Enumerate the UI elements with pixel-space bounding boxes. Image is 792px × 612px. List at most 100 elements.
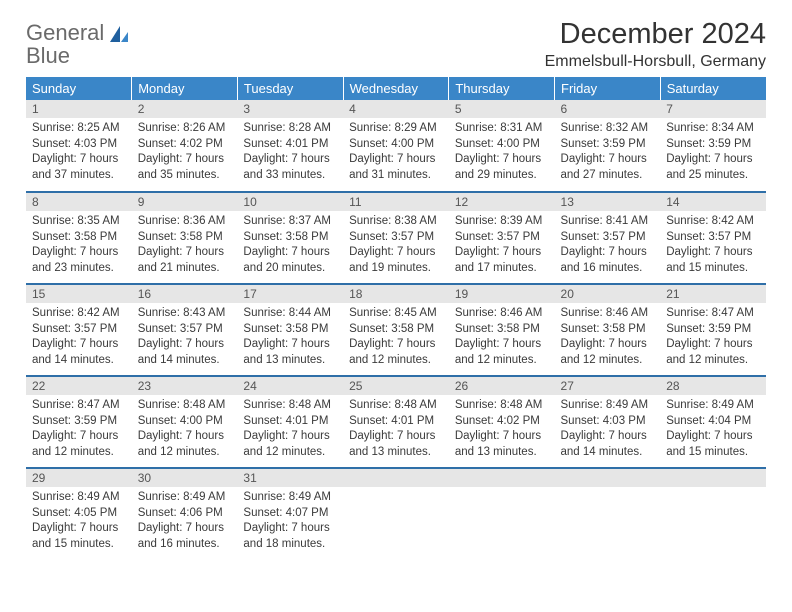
- weekday-header: Friday: [555, 77, 661, 100]
- day-number: 20: [555, 285, 661, 303]
- calendar-day-cell: 20Sunrise: 8:46 AMSunset: 3:58 PMDayligh…: [555, 284, 661, 376]
- sunset-line: Sunset: 4:04 PM: [666, 414, 760, 430]
- sunrise-line: Sunrise: 8:35 AM: [32, 214, 126, 230]
- weekday-header: Sunday: [26, 77, 132, 100]
- daylight-line: Daylight: 7 hours and 13 minutes.: [243, 337, 337, 368]
- sunrise-line: Sunrise: 8:49 AM: [666, 398, 760, 414]
- day-data: Sunrise: 8:39 AMSunset: 3:57 PMDaylight:…: [449, 211, 555, 280]
- day-number: 14: [660, 193, 766, 211]
- calendar-week-row: 22Sunrise: 8:47 AMSunset: 3:59 PMDayligh…: [26, 376, 766, 468]
- sunset-line: Sunset: 4:07 PM: [243, 506, 337, 522]
- sunset-line: Sunset: 3:57 PM: [138, 322, 232, 338]
- sunset-line: Sunset: 4:00 PM: [349, 137, 443, 153]
- logo-sail-icon: [108, 24, 130, 51]
- sunrise-line: Sunrise: 8:48 AM: [455, 398, 549, 414]
- sunset-line: Sunset: 3:58 PM: [243, 322, 337, 338]
- title-block: December 2024 Emmelsbull-Horsbull, Germa…: [545, 18, 766, 71]
- daylight-line: Daylight: 7 hours and 12 minutes.: [561, 337, 655, 368]
- calendar-day-cell: 2Sunrise: 8:26 AMSunset: 4:02 PMDaylight…: [132, 100, 238, 192]
- logo: General Blue: [26, 18, 130, 68]
- day-data: Sunrise: 8:41 AMSunset: 3:57 PMDaylight:…: [555, 211, 661, 280]
- daylight-line: Daylight: 7 hours and 12 minutes.: [349, 337, 443, 368]
- sunset-line: Sunset: 3:59 PM: [32, 414, 126, 430]
- sunrise-line: Sunrise: 8:37 AM: [243, 214, 337, 230]
- calendar-day-cell: 23Sunrise: 8:48 AMSunset: 4:00 PMDayligh…: [132, 376, 238, 468]
- day-data: Sunrise: 8:48 AMSunset: 4:01 PMDaylight:…: [343, 395, 449, 464]
- day-data: Sunrise: 8:47 AMSunset: 3:59 PMDaylight:…: [26, 395, 132, 464]
- day-data: Sunrise: 8:25 AMSunset: 4:03 PMDaylight:…: [26, 118, 132, 187]
- sunset-line: Sunset: 3:57 PM: [32, 322, 126, 338]
- calendar-day-cell: [343, 468, 449, 560]
- daylight-line: Daylight: 7 hours and 37 minutes.: [32, 152, 126, 183]
- sunset-line: Sunset: 4:00 PM: [455, 137, 549, 153]
- day-data: Sunrise: 8:48 AMSunset: 4:02 PMDaylight:…: [449, 395, 555, 464]
- logo-word1: General: [26, 20, 104, 45]
- calendar-day-cell: 21Sunrise: 8:47 AMSunset: 3:59 PMDayligh…: [660, 284, 766, 376]
- day-number: 22: [26, 377, 132, 395]
- day-number: 5: [449, 100, 555, 118]
- day-data: Sunrise: 8:34 AMSunset: 3:59 PMDaylight:…: [660, 118, 766, 187]
- logo-text: General Blue: [26, 22, 104, 68]
- weekday-header: Tuesday: [237, 77, 343, 100]
- day-number: 21: [660, 285, 766, 303]
- sunset-line: Sunset: 4:01 PM: [349, 414, 443, 430]
- day-data: Sunrise: 8:37 AMSunset: 3:58 PMDaylight:…: [237, 211, 343, 280]
- sunset-line: Sunset: 4:06 PM: [138, 506, 232, 522]
- sunset-line: Sunset: 4:00 PM: [138, 414, 232, 430]
- daylight-line: Daylight: 7 hours and 12 minutes.: [243, 429, 337, 460]
- day-number: 17: [237, 285, 343, 303]
- daylight-line: Daylight: 7 hours and 18 minutes.: [243, 521, 337, 552]
- calendar-day-cell: 8Sunrise: 8:35 AMSunset: 3:58 PMDaylight…: [26, 192, 132, 284]
- sunset-line: Sunset: 3:58 PM: [349, 322, 443, 338]
- calendar-day-cell: 5Sunrise: 8:31 AMSunset: 4:00 PMDaylight…: [449, 100, 555, 192]
- day-number: [660, 469, 766, 487]
- sunrise-line: Sunrise: 8:31 AM: [455, 121, 549, 137]
- calendar-day-cell: [555, 468, 661, 560]
- day-data: Sunrise: 8:49 AMSunset: 4:07 PMDaylight:…: [237, 487, 343, 556]
- daylight-line: Daylight: 7 hours and 20 minutes.: [243, 245, 337, 276]
- sunset-line: Sunset: 3:58 PM: [455, 322, 549, 338]
- calendar-day-cell: 17Sunrise: 8:44 AMSunset: 3:58 PMDayligh…: [237, 284, 343, 376]
- sunrise-line: Sunrise: 8:38 AM: [349, 214, 443, 230]
- sunrise-line: Sunrise: 8:48 AM: [243, 398, 337, 414]
- day-number: 3: [237, 100, 343, 118]
- daylight-line: Daylight: 7 hours and 14 minutes.: [32, 337, 126, 368]
- daylight-line: Daylight: 7 hours and 33 minutes.: [243, 152, 337, 183]
- day-data: Sunrise: 8:46 AMSunset: 3:58 PMDaylight:…: [449, 303, 555, 372]
- sunset-line: Sunset: 3:59 PM: [561, 137, 655, 153]
- calendar-day-cell: 4Sunrise: 8:29 AMSunset: 4:00 PMDaylight…: [343, 100, 449, 192]
- sunrise-line: Sunrise: 8:45 AM: [349, 306, 443, 322]
- sunrise-line: Sunrise: 8:46 AM: [455, 306, 549, 322]
- header: General Blue December 2024 Emmelsbull-Ho…: [26, 18, 766, 71]
- day-data: Sunrise: 8:35 AMSunset: 3:58 PMDaylight:…: [26, 211, 132, 280]
- sunrise-line: Sunrise: 8:26 AM: [138, 121, 232, 137]
- daylight-line: Daylight: 7 hours and 12 minutes.: [666, 337, 760, 368]
- calendar-day-cell: 14Sunrise: 8:42 AMSunset: 3:57 PMDayligh…: [660, 192, 766, 284]
- day-number: 10: [237, 193, 343, 211]
- sunrise-line: Sunrise: 8:42 AM: [666, 214, 760, 230]
- day-data: Sunrise: 8:42 AMSunset: 3:57 PMDaylight:…: [660, 211, 766, 280]
- daylight-line: Daylight: 7 hours and 21 minutes.: [138, 245, 232, 276]
- daylight-line: Daylight: 7 hours and 14 minutes.: [138, 337, 232, 368]
- sunset-line: Sunset: 4:03 PM: [561, 414, 655, 430]
- calendar-week-row: 15Sunrise: 8:42 AMSunset: 3:57 PMDayligh…: [26, 284, 766, 376]
- sunset-line: Sunset: 3:59 PM: [666, 137, 760, 153]
- month-title: December 2024: [545, 18, 766, 51]
- sunset-line: Sunset: 3:59 PM: [666, 322, 760, 338]
- sunset-line: Sunset: 4:01 PM: [243, 137, 337, 153]
- calendar-day-cell: 13Sunrise: 8:41 AMSunset: 3:57 PMDayligh…: [555, 192, 661, 284]
- weekday-header: Thursday: [449, 77, 555, 100]
- calendar-day-cell: 30Sunrise: 8:49 AMSunset: 4:06 PMDayligh…: [132, 468, 238, 560]
- daylight-line: Daylight: 7 hours and 15 minutes.: [666, 429, 760, 460]
- day-number: 2: [132, 100, 238, 118]
- daylight-line: Daylight: 7 hours and 12 minutes.: [138, 429, 232, 460]
- day-data: Sunrise: 8:38 AMSunset: 3:57 PMDaylight:…: [343, 211, 449, 280]
- calendar-day-cell: 11Sunrise: 8:38 AMSunset: 3:57 PMDayligh…: [343, 192, 449, 284]
- sunrise-line: Sunrise: 8:49 AM: [138, 490, 232, 506]
- day-number: [449, 469, 555, 487]
- day-data: Sunrise: 8:26 AMSunset: 4:02 PMDaylight:…: [132, 118, 238, 187]
- daylight-line: Daylight: 7 hours and 16 minutes.: [561, 245, 655, 276]
- day-number: 23: [132, 377, 238, 395]
- calendar-day-cell: 18Sunrise: 8:45 AMSunset: 3:58 PMDayligh…: [343, 284, 449, 376]
- location: Emmelsbull-Horsbull, Germany: [545, 53, 766, 71]
